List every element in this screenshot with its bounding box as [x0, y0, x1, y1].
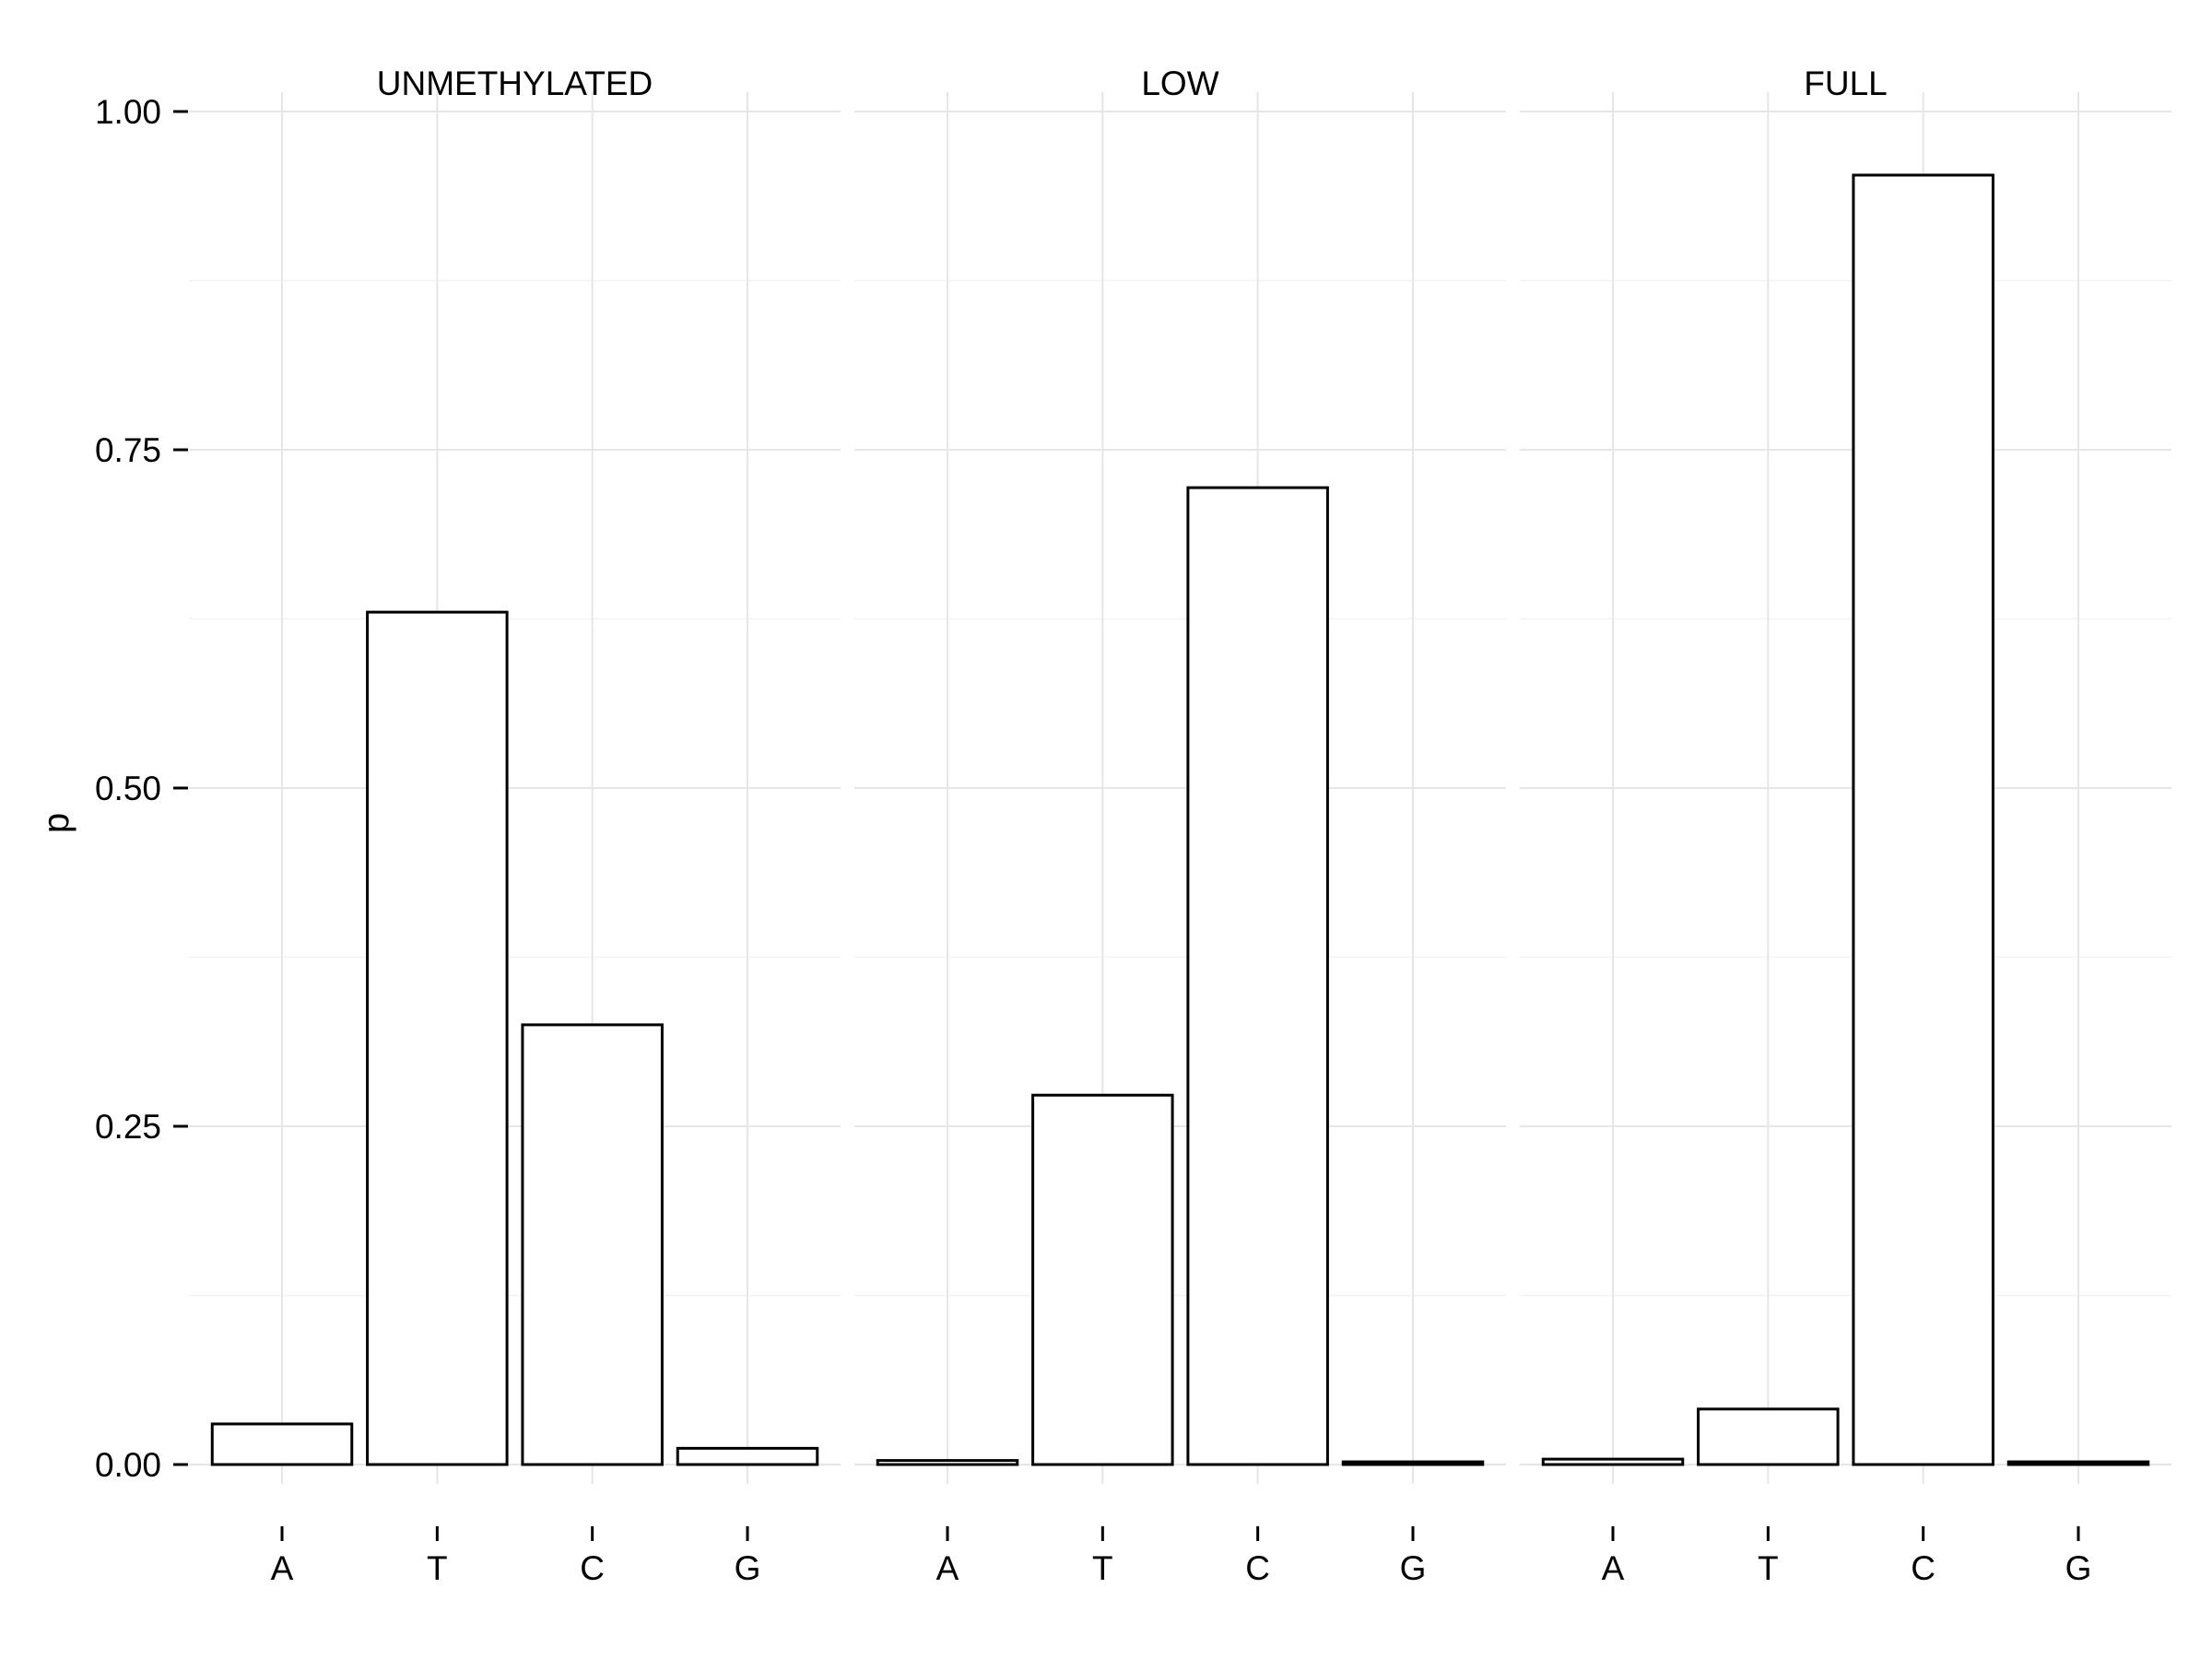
- x-tick-label: G: [1400, 1549, 1427, 1587]
- x-tick-label: C: [1911, 1549, 1936, 1587]
- y-axis: 0.00 0.25 0.50 0.75 1.00: [95, 93, 188, 1484]
- bar-unmethylated-t: [366, 610, 509, 1466]
- x-tick-label: T: [1092, 1549, 1113, 1587]
- x-tick-label: G: [2065, 1549, 2092, 1587]
- facet-label-full: FULL: [1804, 65, 1887, 102]
- bar-unmethylated-g: [676, 1446, 819, 1466]
- y-tick-label: 0.00: [95, 1446, 161, 1484]
- x-tick-label: T: [1758, 1549, 1779, 1587]
- y-tick-label: 1.00: [95, 93, 161, 131]
- y-tick-label: 0.25: [95, 1108, 161, 1146]
- bar-low-t: [1031, 1093, 1174, 1466]
- y-axis-title: p: [36, 813, 76, 833]
- bar-full-g: [2006, 1460, 2150, 1466]
- facet-label-unmethylated: UNMETHYLATED: [377, 65, 653, 102]
- bar-low-c: [1186, 486, 1329, 1466]
- bars: [210, 173, 2150, 1466]
- bar-unmethylated-c: [521, 1023, 664, 1466]
- y-tick-label: 0.75: [95, 431, 161, 469]
- bar-full-c: [1852, 173, 1994, 1466]
- y-tick-label: 0.50: [95, 770, 161, 807]
- bar-full-t: [1697, 1407, 1840, 1466]
- bar-unmethylated-a: [210, 1422, 354, 1466]
- x-tick-label: A: [271, 1549, 294, 1587]
- facet-strips: UNMETHYLATED LOW FULL: [377, 65, 1888, 102]
- bar-full-a: [1541, 1457, 1685, 1466]
- x-tick-label: T: [427, 1549, 448, 1587]
- x-tick-label: A: [1602, 1549, 1625, 1587]
- x-tick-label: C: [580, 1549, 605, 1587]
- x-tick-label: G: [735, 1549, 761, 1587]
- x-tick-label: C: [1245, 1549, 1270, 1587]
- bar-low-a: [876, 1459, 1019, 1466]
- facet-label-low: LOW: [1141, 65, 1218, 102]
- x-tick-label: A: [936, 1549, 959, 1587]
- bar-low-g: [1341, 1460, 1485, 1466]
